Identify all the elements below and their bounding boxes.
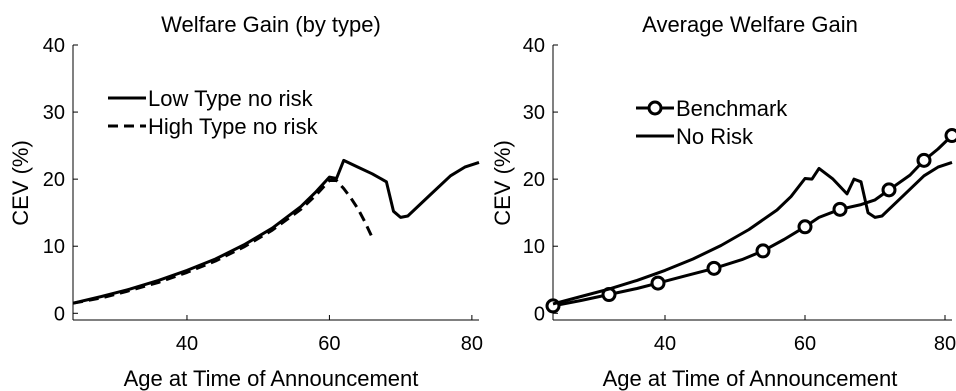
y-tick-label: 0 <box>54 303 65 325</box>
data-point-marker <box>797 219 813 235</box>
y-tick-label: 30 <box>523 102 545 124</box>
y-tick-label: 30 <box>43 102 65 124</box>
legend-label: High Type no risk <box>148 114 319 139</box>
y-tick-label: 20 <box>43 169 65 191</box>
y-tick-label: 20 <box>523 169 545 191</box>
legend-label: No Risk <box>676 124 754 149</box>
series-line-1 <box>552 160 953 306</box>
y-axis-label: CEV (%) <box>490 140 515 226</box>
x-tick-label: 80 <box>461 333 483 355</box>
legend-marker <box>647 100 663 116</box>
data-point-marker <box>755 243 771 259</box>
y-tick-label: 10 <box>523 236 545 258</box>
welfare-by-type-panel: 0 10 20 30 40 40 60 80 Welfare Gain (by type) Age… <box>8 12 483 391</box>
chart-title: Welfare Gain (by type) <box>161 12 381 37</box>
y-tick-label: 10 <box>43 236 65 258</box>
series-line-1 <box>72 179 374 305</box>
chart-title: Average Welfare Gain <box>642 12 858 37</box>
data-point-marker <box>881 182 897 198</box>
x-tick-label: 40 <box>654 333 676 355</box>
data-point-marker <box>706 260 722 276</box>
data-point-marker <box>650 275 666 291</box>
data-point-marker <box>944 128 956 144</box>
x-axis-label: Age at Time of Announcement <box>603 366 898 391</box>
series-line-0 <box>552 134 954 308</box>
data-point-marker <box>916 152 932 168</box>
series-line-0 <box>72 158 480 305</box>
y-tick-label: 40 <box>523 35 545 57</box>
average-welfare-panel: 0 10 20 30 40 40 60 80 Average Welfare Gain Age a… <box>490 12 956 391</box>
legend-label: Low Type no risk <box>148 86 314 111</box>
x-axis-label: Age at Time of Announcement <box>124 366 419 391</box>
x-tick-label: 60 <box>318 333 340 355</box>
x-tick-label: 60 <box>794 333 816 355</box>
data-point-marker <box>832 201 848 217</box>
x-tick-label: 80 <box>934 333 956 355</box>
y-tick-label: 0 <box>534 303 545 325</box>
y-axis-label: CEV (%) <box>8 140 33 226</box>
y-tick-label: 40 <box>43 35 65 57</box>
legend-label: Benchmark <box>676 96 788 121</box>
x-tick-label: 40 <box>176 333 198 355</box>
